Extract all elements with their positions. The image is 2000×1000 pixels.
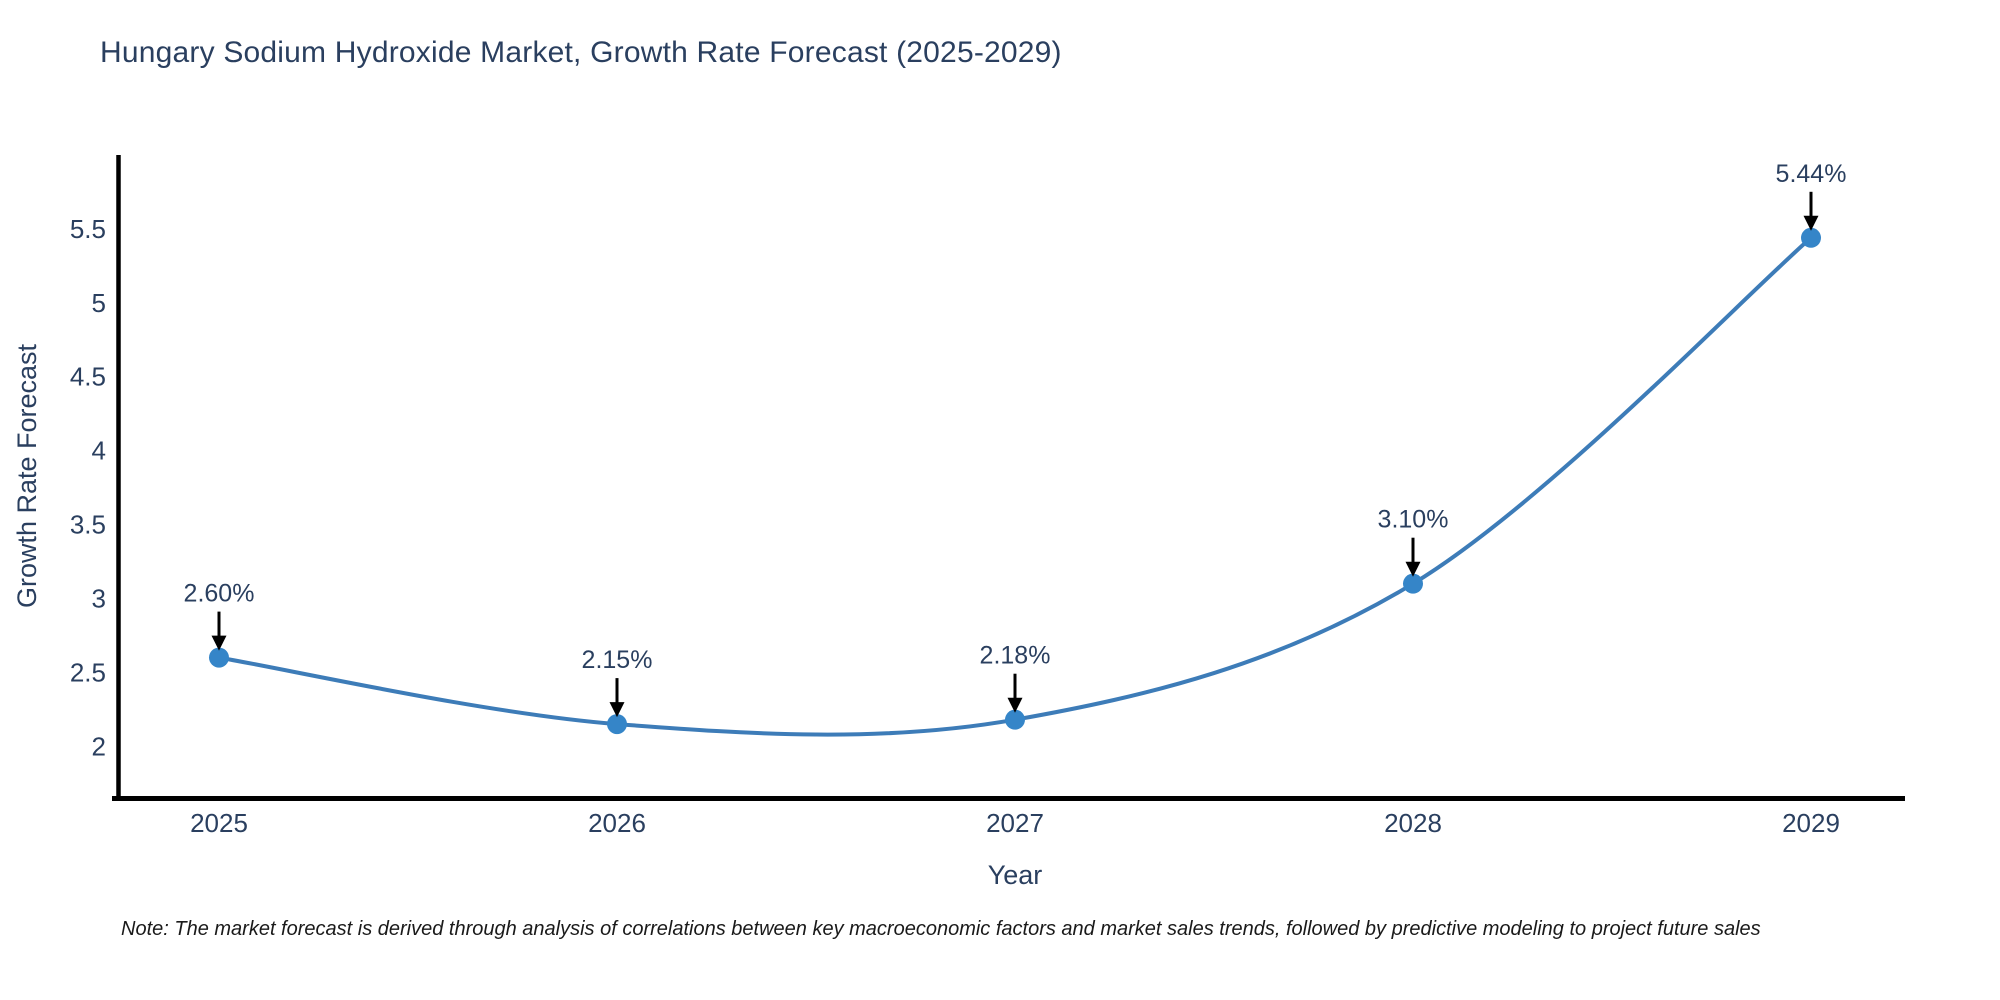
annotation-arrowhead bbox=[1007, 697, 1023, 713]
x-tick-label: 2028 bbox=[1384, 808, 1442, 838]
annotation-arrowhead bbox=[1803, 215, 1819, 231]
y-tick-label: 4 bbox=[92, 436, 106, 466]
annotation-arrowhead bbox=[211, 635, 227, 651]
point-annotation-label: 2.15% bbox=[582, 646, 653, 674]
chart-canvas: 2 2.5 3 3.5 4 4.5 5 5.5 2025 2026 2027 2028 2029 Year… bbox=[12, 155, 1905, 890]
data-point-marker[interactable] bbox=[209, 647, 229, 668]
y-tick-label: 3 bbox=[92, 583, 106, 613]
data-point-marker[interactable] bbox=[607, 714, 627, 735]
data-point-marker[interactable] bbox=[1403, 573, 1423, 594]
x-tick-label: 2029 bbox=[1782, 808, 1840, 838]
footnote: Note: The market forecast is derived thr… bbox=[121, 918, 1761, 940]
x-axis-title: Year bbox=[988, 860, 1043, 890]
data-point-marker[interactable] bbox=[1801, 227, 1821, 248]
y-tick-label: 2 bbox=[92, 731, 106, 761]
x-tick-label: 2025 bbox=[190, 808, 248, 838]
y-tick-label: 2.5 bbox=[70, 657, 106, 687]
point-annotation-label: 2.60% bbox=[184, 580, 255, 608]
x-tick-label: 2027 bbox=[986, 808, 1044, 838]
point-annotation-label: 3.10% bbox=[1378, 506, 1449, 534]
x-tick-label: 2026 bbox=[588, 808, 646, 838]
y-tick-label: 5.5 bbox=[70, 214, 106, 244]
annotation-arrowhead bbox=[609, 702, 625, 718]
y-tick-label: 5 bbox=[92, 288, 106, 318]
point-annotation-label: 2.18% bbox=[980, 642, 1051, 670]
y-axis-title: Growth Rate Forecast bbox=[12, 343, 42, 608]
point-annotation-label: 5.44% bbox=[1776, 160, 1847, 188]
data-point-marker[interactable] bbox=[1005, 709, 1025, 730]
chart-title: Hungary Sodium Hydroxide Market, Growth … bbox=[100, 36, 1062, 69]
y-tick-label: 3.5 bbox=[70, 510, 106, 540]
y-tick-label: 4.5 bbox=[70, 362, 106, 392]
annotation-arrowhead bbox=[1405, 561, 1421, 577]
